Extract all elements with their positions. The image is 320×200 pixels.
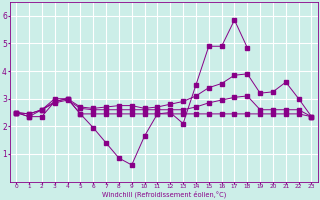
X-axis label: Windchill (Refroidissement éolien,°C): Windchill (Refroidissement éolien,°C) xyxy=(102,190,226,198)
